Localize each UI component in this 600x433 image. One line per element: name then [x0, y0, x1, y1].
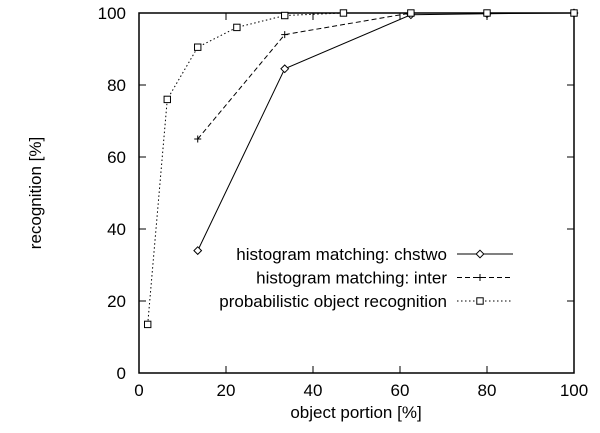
series-line-0: [197, 12, 575, 251]
x-tick-label: 20: [217, 381, 236, 400]
data-point-0-0: [193, 246, 203, 256]
y-tick-label: 60: [107, 148, 126, 167]
y-tick-label: 40: [107, 220, 126, 239]
legend-label-1: histogram matching: inter: [256, 269, 447, 288]
data-point-0-1: [280, 64, 290, 74]
x-tick-label: 80: [478, 381, 497, 400]
series-line-1: [197, 12, 574, 140]
legend-marker-2: [476, 297, 484, 305]
plot-frame: [138, 12, 575, 374]
data-point-1-1: [281, 31, 289, 39]
legend-label-2: probabilistic object recognition: [219, 292, 447, 311]
legend-label-0: histogram matching: chstwo: [236, 245, 447, 264]
legend-marker-0: [475, 249, 485, 259]
x-tick-label: 100: [560, 381, 588, 400]
x-tick-label: 40: [304, 381, 323, 400]
data-point-2-6: [407, 9, 415, 17]
y-tick-label: 20: [107, 292, 126, 311]
y-tick-label: 80: [107, 76, 126, 95]
data-point-2-8: [570, 9, 578, 17]
y-axis-title: recognition [%]: [26, 137, 45, 249]
legend-marker-1: [476, 274, 484, 281]
series-line-2: [147, 12, 574, 325]
x-axis-title: object portion [%]: [290, 403, 421, 422]
data-point-2-3: [233, 23, 241, 32]
data-point-2-1: [163, 95, 171, 104]
data-point-2-5: [339, 9, 348, 17]
data-point-2-2: [194, 43, 202, 51]
data-point-2-0: [144, 320, 152, 329]
x-tick-label: 60: [391, 381, 410, 400]
data-point-2-4: [281, 11, 289, 20]
x-tick-label: 0: [134, 381, 143, 400]
y-tick-label: 0: [117, 364, 126, 383]
data-point-2-7: [483, 9, 491, 17]
data-point-1-0: [194, 135, 202, 143]
y-tick-label: 100: [98, 4, 126, 23]
